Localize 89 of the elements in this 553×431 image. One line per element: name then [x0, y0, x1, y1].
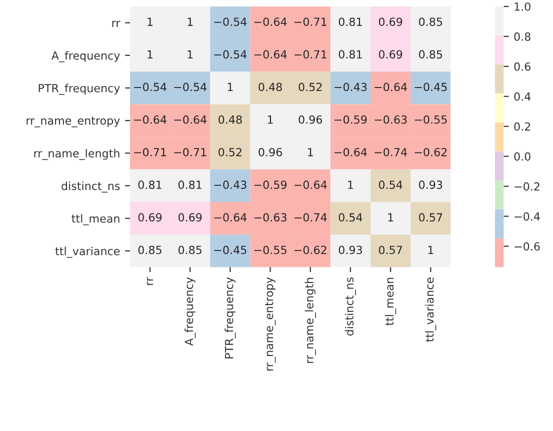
y-tick-label: PTR_frequency [38, 84, 120, 95]
x-tick-label: rr [146, 276, 154, 285]
data-label: −0.71 [294, 50, 326, 59]
data-label: 1 [188, 50, 193, 58]
data-label: −0.54 [214, 18, 247, 26]
data-label: −0.64 [254, 50, 287, 59]
data-label: 1 [268, 116, 273, 124]
y-tick-label: rr_name_entropy [26, 116, 120, 128]
data-label: 0.52 [298, 82, 322, 92]
color-bar-label: 1.0 [514, 2, 530, 11]
color-bar-label: 0.6 [514, 62, 530, 71]
data-label: 0.54 [378, 180, 402, 189]
data-label: 0.69 [378, 18, 402, 26]
x-tick-label: ttl_mean [385, 278, 396, 326]
data-label: 1 [388, 213, 394, 222]
color-bar-label: 0.4 [514, 92, 531, 101]
color-bar-label: −0.2 [514, 182, 540, 191]
data-label: 0.69 [178, 213, 202, 222]
color-bar-label: −0.4 [514, 212, 540, 221]
x-tick-label: ttl_variance [425, 278, 436, 342]
y-tick-label: ttl_variance [55, 246, 120, 258]
data-label: 1 [308, 148, 313, 156]
data-label: −0.64 [374, 82, 407, 92]
data-label: −0.74 [294, 213, 327, 222]
y-tick-label: ttl_mean [72, 214, 120, 226]
x-tick-label: rr_name_length [304, 278, 316, 363]
data-label: 0.85 [178, 246, 202, 254]
y-tick-label: A_frequency [51, 51, 120, 62]
data-label: −0.55 [414, 115, 447, 124]
data-label: −0.71 [134, 148, 166, 156]
data-label: −0.55 [254, 246, 286, 254]
data-label: −0.63 [374, 115, 407, 124]
color-bar-label: 0.8 [514, 32, 530, 41]
data-label: −0.45 [414, 82, 447, 92]
data-label: 0.81 [338, 18, 362, 26]
color-bar-label: −0.6 [514, 242, 540, 251]
data-label: 0.81 [178, 180, 202, 189]
data-label: 0.85 [138, 246, 162, 254]
data-label: −0.63 [254, 213, 286, 222]
data-label: 0.81 [338, 50, 362, 59]
data-label: −0.74 [374, 148, 407, 156]
data-label: 0.52 [218, 148, 242, 156]
data-label: −0.62 [414, 148, 447, 156]
y-tick-label: distinct_ns [62, 182, 120, 193]
data-label: −0.62 [294, 246, 326, 254]
color-bar-label: 0.0 [514, 152, 530, 161]
data-label: 0.96 [298, 115, 322, 124]
data-label: 0.96 [258, 148, 282, 156]
data-label: 0.69 [378, 50, 402, 59]
data-label: −0.54 [214, 50, 247, 59]
x-tick-label: A_frequency [184, 277, 196, 346]
x-tick-label: rr_name_entropy [265, 277, 276, 370]
data-label: 0.48 [218, 115, 242, 124]
data-label: −0.64 [134, 115, 166, 124]
data-label: 0.85 [419, 18, 442, 26]
data-label: 1 [228, 82, 233, 92]
data-label: 1 [348, 180, 353, 189]
x-tick-label: PTR_frequency [224, 277, 236, 358]
data-label: 1 [428, 246, 434, 254]
data-label: −0.64 [174, 115, 206, 124]
data-label: 0.57 [419, 213, 442, 222]
data-label: 1 [188, 18, 193, 26]
data-label: −0.59 [254, 180, 287, 189]
data-label: −0.43 [214, 180, 246, 189]
data-label: 0.48 [258, 82, 282, 92]
data-label: −0.64 [334, 148, 367, 156]
data-label: −0.45 [214, 246, 246, 254]
y-tick-label: rr_name_length [34, 148, 120, 160]
data-label: −0.54 [134, 82, 166, 92]
data-label: −0.54 [174, 82, 206, 92]
data-label: 0.81 [138, 180, 162, 189]
color-bar-label: 0.2 [514, 122, 530, 131]
data-label: −0.64 [294, 180, 327, 189]
data-label: 0.85 [419, 50, 442, 59]
data-label: 0.93 [338, 246, 362, 254]
data-label: −0.71 [174, 148, 206, 156]
data-label: 0.54 [338, 213, 362, 222]
y-tick-label: rr [112, 20, 120, 27]
data-label: 0.57 [378, 246, 402, 254]
data-label: −0.43 [334, 82, 367, 92]
data-label: 1 [148, 50, 153, 58]
data-label: −0.71 [294, 18, 326, 26]
data-label: 1 [148, 18, 153, 26]
data-label: −0.59 [334, 115, 367, 124]
data-label: 0.93 [419, 180, 442, 189]
data-label: −0.64 [214, 213, 247, 222]
data-label: 0.69 [138, 213, 162, 222]
x-tick-label: distinct_ns [344, 277, 356, 336]
data-label: −0.64 [254, 18, 287, 26]
